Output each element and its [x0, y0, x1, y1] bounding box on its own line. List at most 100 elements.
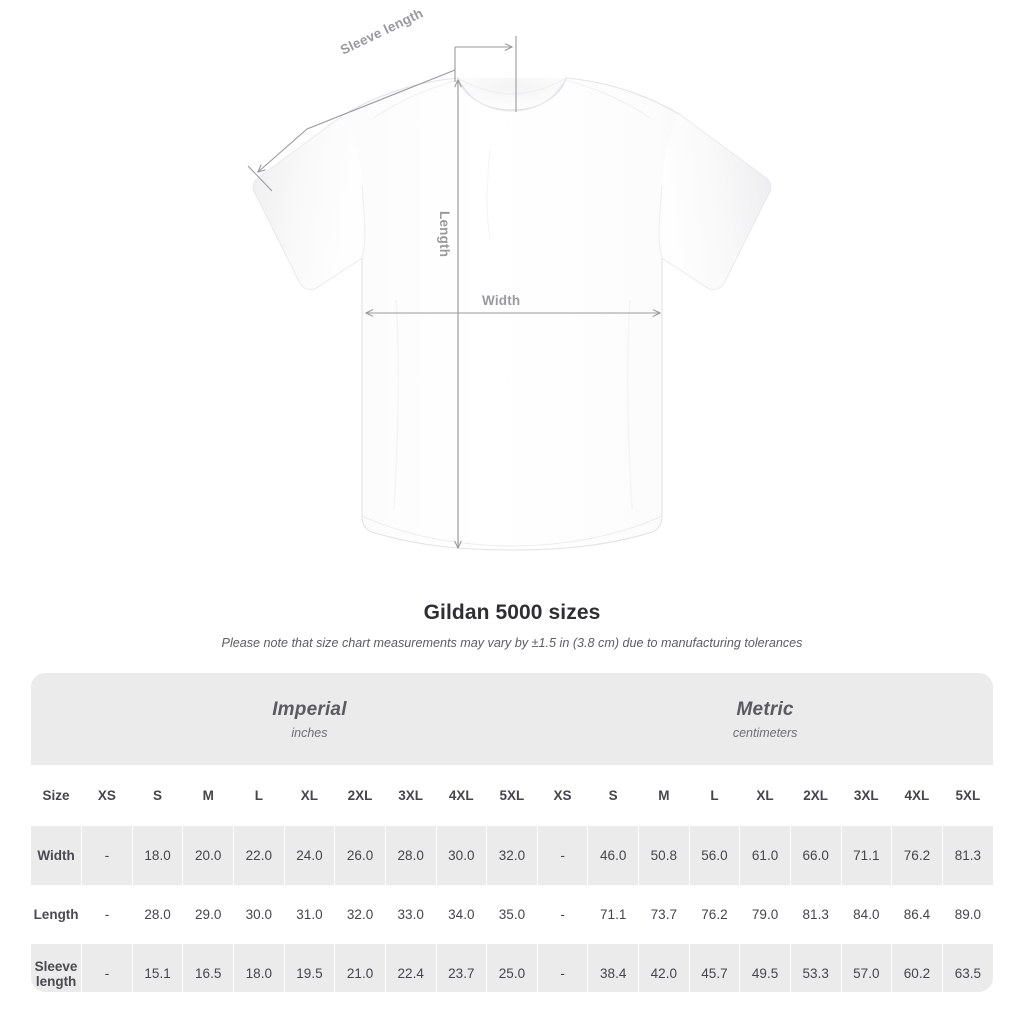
- tshirt-illustration: [247, 36, 772, 551]
- page-title: Gildan 5000 sizes: [423, 601, 601, 624]
- row-label-length: Length: [31, 885, 82, 944]
- size-header-imperial-l: L: [233, 765, 285, 826]
- sleeve-imperial-5xl: 25.0: [486, 944, 538, 992]
- width-metric-s: 46.0: [587, 826, 639, 885]
- sleeve-imperial-2xl: 21.0: [334, 944, 386, 992]
- length-imperial-xl: 31.0: [283, 885, 335, 944]
- size-header-metric-l: L: [688, 765, 740, 826]
- row-label-width: Width: [31, 826, 82, 885]
- sleeve-metric-4xl: 60.2: [891, 944, 943, 992]
- width-imperial-s: 18.0: [131, 826, 183, 885]
- width-imperial-4xl: 30.0: [435, 826, 487, 885]
- sleeve-shoulder-guide: [306, 69, 456, 130]
- size-header-metric-5xl: 5XL: [941, 765, 993, 826]
- size-header-metric-s: S: [587, 765, 639, 826]
- width-metric-3xl: 71.1: [840, 826, 892, 885]
- width-metric-5xl: 81.3: [941, 826, 993, 885]
- unit-name-metric: Metric: [736, 698, 794, 720]
- width-imperial-3xl: 28.0: [384, 826, 436, 885]
- length-imperial-4xl: 34.0: [435, 885, 487, 944]
- width-imperial-xs: -: [81, 826, 133, 885]
- unit-sub-imperial: inches: [291, 725, 328, 740]
- table-row-length: Length - 28.0 29.0 30.0 31.0 32.0 33.0 3…: [31, 885, 993, 944]
- tshirt-body-shape: [252, 77, 772, 551]
- width-dimension-label: Width: [482, 293, 521, 308]
- length-metric-3xl: 84.0: [840, 885, 892, 944]
- tshirt-diagram: Sleeve length Length Width: [247, 5, 772, 551]
- size-header-metric-xl: XL: [739, 765, 791, 826]
- sleeve-metric-5xl: 63.5: [941, 944, 993, 992]
- width-imperial-xl: 24.0: [283, 826, 335, 885]
- size-header-imperial-4xl: 4XL: [435, 765, 487, 826]
- length-imperial-5xl: 35.0: [486, 885, 538, 944]
- sleeve-imperial-s: 15.1: [131, 944, 183, 992]
- length-metric-2xl: 81.3: [789, 885, 841, 944]
- size-header-imperial-m: M: [182, 765, 234, 826]
- sleeve-imperial-xl: 19.5: [283, 944, 335, 992]
- length-metric-xl: 79.0: [739, 885, 791, 944]
- sleeve-metric-xl: 49.5: [739, 944, 791, 992]
- length-imperial-xs: -: [81, 885, 133, 944]
- sleeve-imperial-3xl: 22.4: [384, 944, 436, 992]
- size-header-metric-4xl: 4XL: [891, 765, 943, 826]
- sleeve-metric-m: 42.0: [638, 944, 690, 992]
- unit-sub-metric: centimeters: [732, 725, 798, 740]
- sleeve-metric-xs: -: [536, 944, 588, 992]
- size-header-row: Size XS S M L XL 2XL 3XL 4XL 5XL XS S M …: [31, 765, 993, 826]
- length-imperial-m: 29.0: [182, 885, 234, 944]
- width-metric-xl: 61.0: [739, 826, 791, 885]
- width-imperial-l: 22.0: [233, 826, 285, 885]
- length-imperial-3xl: 33.0: [384, 885, 436, 944]
- width-metric-xs: -: [536, 826, 588, 885]
- length-imperial-s: 28.0: [131, 885, 183, 944]
- length-imperial-2xl: 32.0: [334, 885, 386, 944]
- sleeve-metric-3xl: 57.0: [840, 944, 892, 992]
- sleeve-imperial-l: 18.0: [233, 944, 285, 992]
- heading-block: Gildan 5000 sizes Please note that size …: [0, 600, 1024, 651]
- length-metric-m: 73.7: [638, 885, 690, 944]
- sleeve-metric-2xl: 53.3: [789, 944, 841, 992]
- width-metric-4xl: 76.2: [891, 826, 943, 885]
- size-header-imperial-xl: XL: [283, 765, 335, 826]
- unit-banner-imperial: Imperial inches: [81, 673, 538, 765]
- size-header-imperial-3xl: 3XL: [384, 765, 436, 826]
- size-header-imperial-s: S: [131, 765, 183, 826]
- width-metric-l: 56.0: [688, 826, 740, 885]
- width-imperial-m: 20.0: [182, 826, 234, 885]
- width-metric-m: 50.8: [638, 826, 690, 885]
- unit-name-imperial: Imperial: [272, 698, 347, 720]
- sleeve-imperial-xs: -: [81, 944, 133, 992]
- measurement-lines: [247, 36, 660, 548]
- length-metric-s: 71.1: [587, 885, 639, 944]
- length-metric-5xl: 89.0: [941, 885, 993, 944]
- size-chart-table: Imperial inches Metric centimeters Size …: [31, 673, 993, 992]
- length-imperial-l: 30.0: [233, 885, 285, 944]
- length-metric-4xl: 86.4: [891, 885, 943, 944]
- sleeve-metric-s: 38.4: [587, 944, 639, 992]
- sleeve-end-tick: [247, 165, 273, 192]
- row-label-sleeve-length: Sleeve length: [31, 944, 82, 992]
- unit-banner-row: Imperial inches Metric centimeters: [31, 673, 993, 765]
- size-chart-table-container: Imperial inches Metric centimeters Size …: [31, 673, 993, 992]
- sleeve-imperial-m: 16.5: [182, 944, 234, 992]
- table-row-sleeve-length: Sleeve length - 15.1 16.5 18.0 19.5 21.0…: [31, 944, 993, 992]
- tolerance-note: Please note that size chart measurements…: [221, 636, 803, 650]
- width-imperial-5xl: 32.0: [486, 826, 538, 885]
- unit-banner-spacer: [31, 673, 82, 765]
- table-row-width: Width - 18.0 20.0 22.0 24.0 26.0 28.0 30…: [31, 826, 993, 885]
- sleeve-imperial-4xl: 23.7: [435, 944, 487, 992]
- width-imperial-2xl: 26.0: [334, 826, 386, 885]
- unit-banner-metric: Metric centimeters: [537, 673, 993, 765]
- size-header-metric-3xl: 3XL: [840, 765, 892, 826]
- length-dimension-label: Length: [437, 211, 452, 258]
- sleeve-metric-l: 45.7: [688, 944, 740, 992]
- size-header-imperial-xs: XS: [81, 765, 133, 826]
- size-header-imperial-5xl: 5XL: [486, 765, 538, 826]
- sleeve-length-arrow: [258, 128, 308, 172]
- size-header-metric-m: M: [638, 765, 690, 826]
- size-header-metric-xs: XS: [536, 765, 588, 826]
- length-metric-l: 76.2: [688, 885, 740, 944]
- size-header-imperial-2xl: 2XL: [334, 765, 386, 826]
- width-metric-2xl: 66.0: [789, 826, 841, 885]
